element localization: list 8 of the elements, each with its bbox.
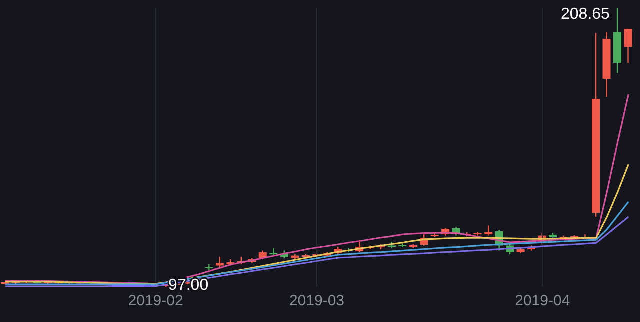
x-tick-label: 2019-02 (128, 292, 184, 310)
candlestick (216, 256, 224, 269)
annotation: 208.65 (560, 6, 610, 23)
candlestick (484, 225, 493, 236)
candlestick (624, 28, 632, 64)
candlestick (205, 264, 214, 272)
x-tick-label: 2019-04 (515, 292, 570, 310)
x-tick-label: 2019-03 (289, 292, 345, 310)
